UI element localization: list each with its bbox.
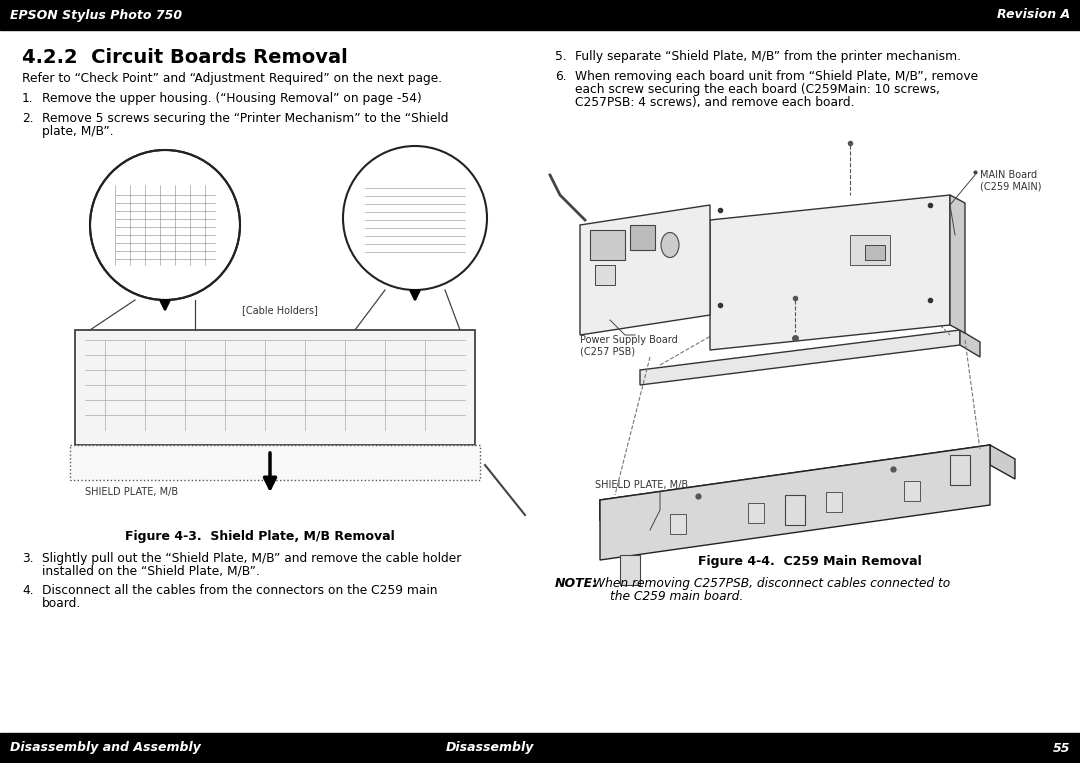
Text: NOTE:: NOTE:	[555, 577, 598, 590]
Polygon shape	[600, 445, 990, 520]
Bar	[620, 555, 640, 585]
Text: Figure 4-4.  C259 Main Removal: Figure 4-4. C259 Main Removal	[698, 555, 922, 568]
Text: installed on the “Shield Plate, M/B”.: installed on the “Shield Plate, M/B”.	[42, 565, 260, 578]
Text: Refer to “Check Point” and “Adjustment Required” on the next page.: Refer to “Check Point” and “Adjustment R…	[22, 72, 442, 85]
Text: 55: 55	[1053, 742, 1070, 755]
Bar	[630, 225, 654, 250]
Bar	[590, 230, 625, 260]
Text: [Cable Holders]: [Cable Holders]	[242, 305, 318, 315]
Bar	[748, 503, 764, 523]
Bar	[0, 0, 1080, 30]
Text: plate, M/B”.: plate, M/B”.	[42, 125, 113, 138]
Bar	[904, 481, 920, 501]
Text: each screw securing the each board (C259Main: 10 screws,: each screw securing the each board (C259…	[575, 83, 940, 96]
Text: Slightly pull out the “Shield Plate, M/B” and remove the cable holder: Slightly pull out the “Shield Plate, M/B…	[42, 552, 461, 565]
Polygon shape	[640, 330, 960, 385]
Text: 3.: 3.	[22, 552, 33, 565]
Bar	[0, 733, 1080, 763]
Polygon shape	[580, 205, 710, 335]
Text: board.: board.	[42, 597, 81, 610]
Ellipse shape	[661, 233, 679, 257]
Text: 6.: 6.	[555, 70, 567, 83]
Text: When removing each board unit from “Shield Plate, M/B”, remove: When removing each board unit from “Shie…	[575, 70, 978, 83]
Bar	[785, 495, 805, 525]
Text: 5.: 5.	[555, 50, 567, 63]
Bar	[850, 235, 890, 265]
Text: Figure 4-3.  Shield Plate, M/B Removal: Figure 4-3. Shield Plate, M/B Removal	[125, 530, 395, 543]
Polygon shape	[710, 195, 950, 350]
Text: Remove the upper housing. (“Housing Removal” on page -54): Remove the upper housing. (“Housing Remo…	[42, 92, 422, 105]
Text: MAIN Board
(C259 MAIN): MAIN Board (C259 MAIN)	[980, 170, 1041, 192]
Text: EPSON Stylus Photo 750: EPSON Stylus Photo 750	[10, 8, 183, 21]
Text: 2.: 2.	[22, 112, 33, 125]
Text: Fully separate “Shield Plate, M/B” from the printer mechanism.: Fully separate “Shield Plate, M/B” from …	[575, 50, 961, 63]
Bar	[826, 492, 842, 512]
Text: 4.2.2  Circuit Boards Removal: 4.2.2 Circuit Boards Removal	[22, 48, 348, 67]
Polygon shape	[960, 330, 980, 357]
Polygon shape	[600, 445, 990, 560]
Text: Disassembly and Assembly: Disassembly and Assembly	[10, 742, 201, 755]
Text: Power Supply Board
(C257 PSB): Power Supply Board (C257 PSB)	[580, 335, 678, 356]
Bar	[595, 265, 615, 285]
Bar	[865, 245, 885, 260]
Text: 1.: 1.	[22, 92, 33, 105]
Bar	[75, 330, 475, 445]
Text: the C259 main board.: the C259 main board.	[610, 590, 743, 603]
Polygon shape	[950, 195, 966, 333]
Text: 4.: 4.	[22, 584, 33, 597]
Bar	[670, 514, 686, 534]
Text: C257PSB: 4 screws), and remove each board.: C257PSB: 4 screws), and remove each boar…	[575, 96, 854, 109]
Text: SHIELD PLATE, M/B: SHIELD PLATE, M/B	[595, 480, 688, 490]
Bar	[70, 445, 480, 480]
Text: Revision A: Revision A	[997, 8, 1070, 21]
Polygon shape	[990, 445, 1015, 479]
Text: When removing C257PSB, disconnect cables connected to: When removing C257PSB, disconnect cables…	[593, 577, 950, 590]
Text: Disassembly: Disassembly	[446, 742, 535, 755]
Text: SHIELD PLATE, M/B: SHIELD PLATE, M/B	[85, 487, 178, 497]
Bar	[950, 455, 970, 485]
Text: Remove 5 screws securing the “Printer Mechanism” to the “Shield: Remove 5 screws securing the “Printer Me…	[42, 112, 448, 125]
Text: Disconnect all the cables from the connectors on the C259 main: Disconnect all the cables from the conne…	[42, 584, 437, 597]
